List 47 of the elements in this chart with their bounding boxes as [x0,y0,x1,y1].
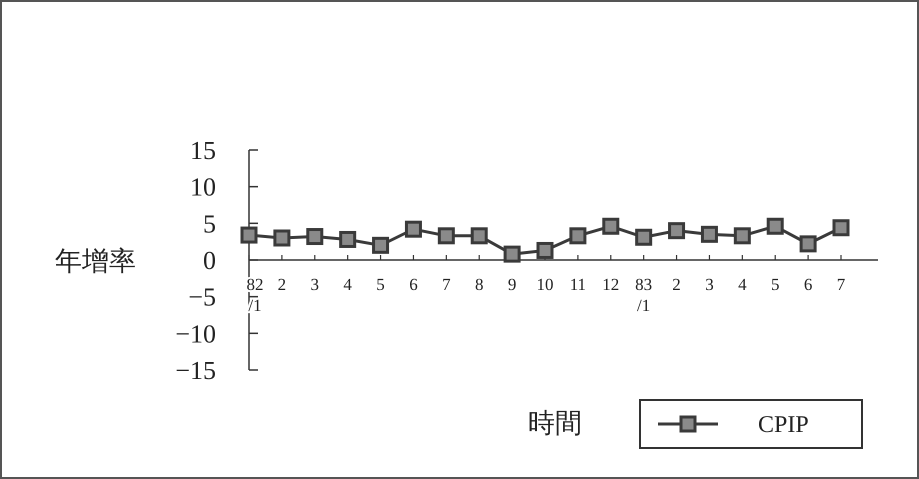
point [635,228,652,246]
point [536,242,554,259]
y-tick-label: −15 [175,356,216,385]
point [372,236,390,254]
point [766,218,784,235]
x-tick-label: 3 [310,275,320,294]
x-tick-label: 7 [442,275,452,294]
y-tick-label: 0 [203,246,216,275]
point [306,228,324,246]
x-tick-label: 6 [409,275,418,294]
point [800,235,817,252]
y-tick-label: 5 [203,209,216,238]
x-tick-label: 11 [570,275,586,294]
point [438,227,455,244]
y-tick-label: 10 [190,172,216,202]
point [339,230,356,248]
point [470,227,488,244]
point [504,246,521,263]
x-tick-label: 5 [770,275,780,294]
point [602,218,620,235]
point [569,227,586,244]
point [668,222,686,240]
x-axis-title: 時間 [528,408,582,439]
x-tick-label: 4 [738,275,748,294]
point [734,227,751,244]
x-tick-label: 9 [508,275,516,294]
x-tick-label: 3 [705,275,714,294]
x-tick-label: 10 [536,275,554,294]
point [832,219,850,236]
y-tick-label: 15 [190,136,216,165]
x-tick-label: 7 [836,275,846,294]
y-axis-title: 年增率 [55,246,136,277]
x-tick-label: 4 [343,275,352,294]
point [404,220,422,238]
y-tick-label: −10 [175,319,216,348]
point [273,230,290,246]
x-tick-label: 5 [376,275,385,294]
point [700,226,718,243]
y-tick-label: −5 [188,282,216,312]
x-tick-label: 83/1 [635,275,652,315]
x-tick-label: 2 [278,275,286,294]
legend-label: CPIP [758,412,809,438]
x-tick-label: 8 [474,275,484,294]
point [240,226,258,244]
x-tick-label: 12 [602,275,620,294]
x-tick-label: 2 [672,275,681,294]
x-tick-label: 6 [804,275,812,294]
